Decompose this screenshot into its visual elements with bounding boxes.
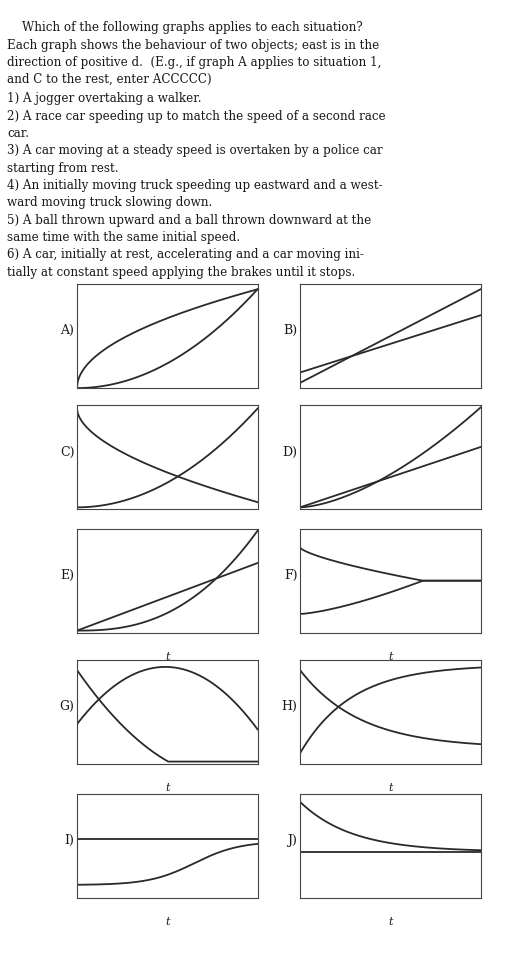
Text: d: d <box>303 673 310 683</box>
Text: C): C) <box>60 446 74 458</box>
Text: A): A) <box>61 325 74 337</box>
Text: t: t <box>165 917 169 926</box>
Text: t: t <box>165 407 169 417</box>
Text: 3) A car moving at a steady speed is overtaken by a police car: 3) A car moving at a steady speed is ove… <box>7 144 382 157</box>
Text: E): E) <box>61 569 74 582</box>
Text: 5) A ball thrown upward and a ball thrown downward at the: 5) A ball thrown upward and a ball throw… <box>7 214 371 226</box>
Text: d: d <box>80 542 87 552</box>
Text: G): G) <box>59 700 74 713</box>
Text: 1) A jogger overtaking a walker.: 1) A jogger overtaking a walker. <box>7 92 201 105</box>
Text: F): F) <box>284 569 297 582</box>
Text: d: d <box>303 419 310 429</box>
Text: d: d <box>80 419 87 429</box>
Text: and C to the rest, enter ACCCCC): and C to the rest, enter ACCCCC) <box>7 73 211 86</box>
Text: Each graph shows the behaviour of two objects; east is in the: Each graph shows the behaviour of two ob… <box>7 39 379 51</box>
Text: tially at constant speed applying the brakes until it stops.: tially at constant speed applying the br… <box>7 266 355 278</box>
Text: same time with the same initial speed.: same time with the same initial speed. <box>7 231 240 244</box>
Text: D): D) <box>282 446 297 458</box>
Text: 2) A race car speeding up to match the speed of a second race: 2) A race car speeding up to match the s… <box>7 110 386 122</box>
Text: H): H) <box>281 700 297 713</box>
Text: B): B) <box>283 325 297 337</box>
Text: t: t <box>165 529 169 538</box>
Text: t: t <box>388 917 392 926</box>
Text: d: d <box>303 542 310 552</box>
Text: J): J) <box>287 834 297 846</box>
Text: starting from rest.: starting from rest. <box>7 162 118 174</box>
Text: d: d <box>80 298 87 307</box>
Text: I): I) <box>64 834 74 846</box>
Text: direction of positive d.  (E.g., if graph A applies to situation 1,: direction of positive d. (E.g., if graph… <box>7 56 381 68</box>
Text: t: t <box>388 783 392 793</box>
Text: t: t <box>388 407 392 417</box>
Text: t: t <box>388 529 392 538</box>
Text: 6) A car, initially at rest, accelerating and a car moving ini-: 6) A car, initially at rest, acceleratin… <box>7 248 364 261</box>
Text: t: t <box>165 652 169 662</box>
Text: t: t <box>165 783 169 793</box>
Text: v: v <box>80 807 86 817</box>
Text: Which of the following graphs applies to each situation?: Which of the following graphs applies to… <box>7 21 363 34</box>
Text: t: t <box>388 652 392 662</box>
Text: car.: car. <box>7 127 29 140</box>
Text: ward moving truck slowing down.: ward moving truck slowing down. <box>7 196 212 209</box>
Text: d: d <box>80 673 87 683</box>
Text: d: d <box>303 298 310 307</box>
Text: d: d <box>303 807 310 817</box>
Text: 4) An initially moving truck speeding up eastward and a west-: 4) An initially moving truck speeding up… <box>7 179 382 192</box>
